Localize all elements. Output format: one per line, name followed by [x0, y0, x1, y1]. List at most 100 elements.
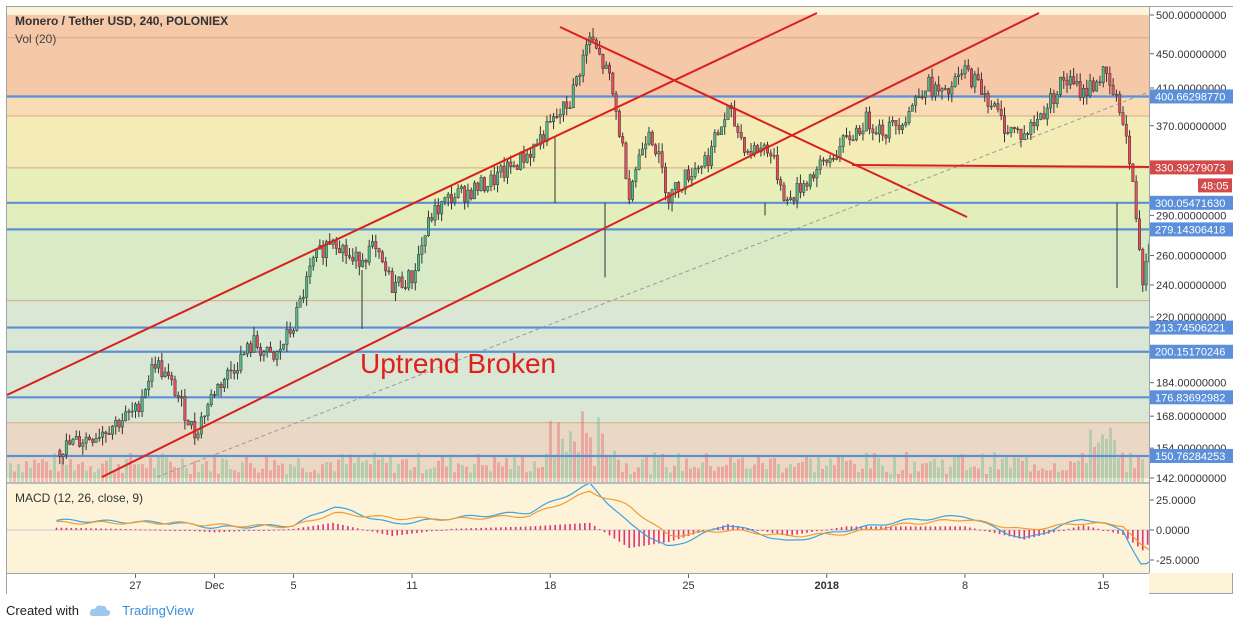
candle-body [775, 155, 779, 180]
macd-hist-bar [835, 528, 838, 530]
price-axis[interactable]: 500.00000000 450.00000000 410.00000000 370.… [1149, 7, 1233, 573]
macd-hist-bar [327, 523, 329, 530]
candle-body [130, 410, 134, 413]
candle-body [1088, 80, 1092, 97]
volume-bar [1061, 470, 1064, 482]
candle-body [565, 101, 569, 109]
volume-bar [1057, 471, 1060, 482]
price-pane[interactable]: Uptrend Broken [7, 7, 1149, 482]
volume-bar [633, 471, 636, 482]
fib-band [7, 167, 1149, 203]
macd-legend[interactable]: MACD (12, 26, close, 9) [15, 491, 144, 505]
fib-band [7, 300, 1149, 423]
macd-hist-bar [1141, 530, 1144, 551]
macd-hist-bar [934, 526, 937, 530]
candle-body [157, 360, 160, 369]
candle-body [841, 135, 845, 147]
volume-legend[interactable]: Vol (20) [15, 32, 57, 46]
macd-hist-bar [998, 530, 1001, 535]
macd-hist-bar [95, 528, 97, 530]
volume-bar [269, 470, 272, 482]
candle-body [140, 396, 144, 412]
macd-hist-bar [55, 527, 58, 530]
candle-body [301, 296, 305, 299]
macd-hist-bar [233, 530, 236, 532]
macd-hist-bar [500, 527, 502, 530]
candle-body [1042, 113, 1046, 120]
volume-bar [505, 457, 508, 482]
volume-bar [297, 458, 300, 482]
price-chart[interactable]: Uptrend Broken [7, 7, 1149, 482]
candle-body [1003, 115, 1006, 134]
macd-hist-bar [263, 530, 265, 531]
level-label: 176.83692982 [1155, 392, 1225, 404]
volume-bar [185, 468, 188, 482]
volume-bar [277, 465, 280, 482]
macd-hist-bar [549, 525, 552, 530]
volume-bar [933, 458, 936, 482]
candle-body [81, 442, 85, 447]
macd-hist-bar [322, 524, 324, 530]
candle-body [94, 438, 98, 443]
candle-body [120, 420, 124, 428]
candle-body [506, 161, 509, 178]
candle-body [143, 389, 147, 398]
candle-body [854, 127, 858, 141]
candle-body [1147, 244, 1149, 262]
candle-body [236, 370, 239, 374]
volume-bar [465, 466, 468, 482]
candle-body [871, 128, 875, 133]
annotation-uptrend-broken: Uptrend Broken [360, 348, 556, 379]
macd-hist-bar [134, 529, 137, 531]
countdown-label: 48:05 [1201, 180, 1229, 192]
macd-hist-bar [1102, 530, 1105, 531]
volume-bar [341, 454, 344, 482]
macd-hist-bar [756, 530, 759, 531]
chart-title[interactable]: Monero / Tether USD, 240, POLONIEX [15, 14, 229, 28]
tradingview-link[interactable]: TradingView [122, 603, 194, 618]
candle-body [907, 111, 911, 123]
candle-body [901, 124, 904, 130]
macd-hist-bar [366, 530, 369, 531]
macd-hist-bar [100, 528, 102, 530]
candle-body [937, 84, 941, 92]
volume-bar [1117, 458, 1120, 482]
tradingview-logo-icon[interactable] [89, 604, 111, 621]
macd-hist-bar [870, 526, 872, 530]
candle-body [1009, 126, 1013, 133]
candle-body [1098, 81, 1102, 84]
candle-body [170, 375, 174, 381]
candle-body [1138, 218, 1141, 250]
volume-bar [293, 466, 296, 482]
candle-body [996, 103, 1000, 110]
volume-bar [445, 466, 448, 482]
volume-bar [489, 471, 492, 482]
volume-bar [157, 455, 160, 482]
volume-bar [429, 468, 432, 482]
volume-bar [89, 466, 92, 482]
volume-bar [893, 454, 896, 482]
candle-body [486, 186, 490, 192]
candle-body [989, 105, 993, 108]
time-tick-label: 27 [129, 580, 141, 592]
candle-body [338, 248, 342, 254]
volume-bar [257, 472, 260, 482]
candle-body [387, 270, 391, 273]
volume-bar [681, 470, 684, 482]
volume-bar [845, 461, 848, 482]
volume-bar [865, 452, 868, 482]
time-axis[interactable]: 27Dec5111825201881519 [7, 573, 1188, 594]
macd-hist-bar [1023, 530, 1026, 540]
candle-body [917, 96, 921, 99]
candle-body [598, 48, 602, 55]
macd-hist-bar [475, 528, 477, 530]
macd-pane[interactable] [7, 484, 1149, 573]
pane-divider[interactable] [7, 482, 1149, 484]
macd-chart[interactable] [7, 484, 1149, 573]
macd-hist-bar [174, 530, 176, 531]
macd-hist-bar [929, 526, 932, 530]
macd-hist-bar [332, 522, 334, 530]
volume-bar [825, 465, 828, 482]
volume-bar [1017, 457, 1020, 482]
volume-bar [173, 466, 176, 482]
